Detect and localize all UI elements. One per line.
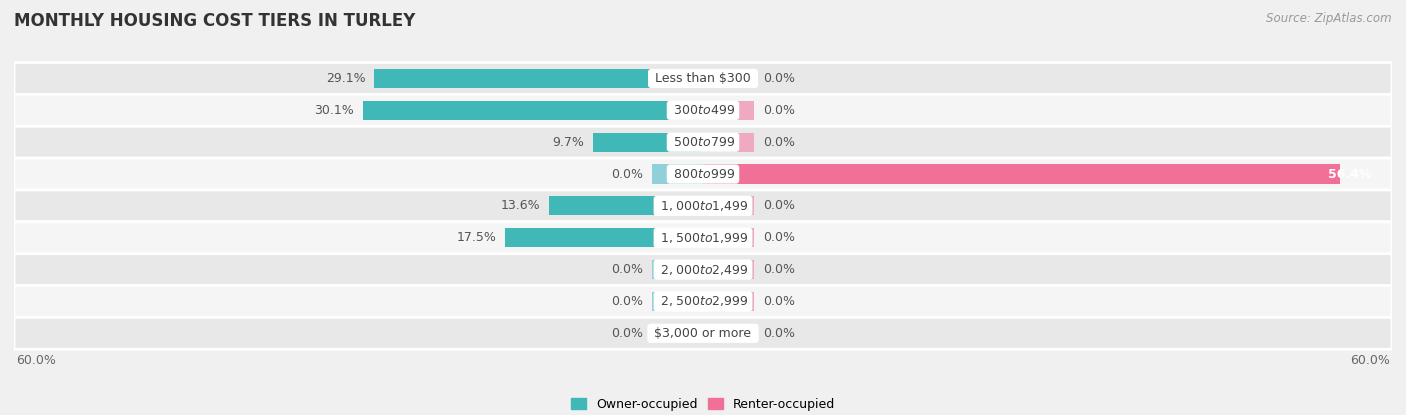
Bar: [652, 324, 703, 343]
Text: $800 to $999: $800 to $999: [669, 168, 737, 181]
Text: $1,500 to $1,999: $1,500 to $1,999: [657, 231, 749, 245]
Text: 17.5%: 17.5%: [457, 231, 496, 244]
Text: 60.0%: 60.0%: [17, 354, 56, 367]
Text: Source: ZipAtlas.com: Source: ZipAtlas.com: [1267, 12, 1392, 25]
Bar: [652, 260, 703, 279]
Bar: [703, 292, 754, 311]
Bar: [703, 133, 754, 152]
Text: 0.0%: 0.0%: [612, 295, 643, 308]
Text: 0.0%: 0.0%: [763, 231, 794, 244]
Bar: [703, 164, 1340, 183]
Bar: [703, 69, 754, 88]
Text: 0.0%: 0.0%: [763, 136, 794, 149]
Text: 0.0%: 0.0%: [763, 327, 794, 340]
Text: 0.0%: 0.0%: [612, 327, 643, 340]
Text: $3,000 or more: $3,000 or more: [651, 327, 755, 340]
Text: 0.0%: 0.0%: [763, 199, 794, 212]
Bar: [593, 133, 703, 152]
Text: $300 to $499: $300 to $499: [669, 104, 737, 117]
FancyBboxPatch shape: [14, 94, 1392, 126]
Text: Less than $300: Less than $300: [651, 72, 755, 85]
Text: 29.1%: 29.1%: [326, 72, 366, 85]
Text: 0.0%: 0.0%: [763, 104, 794, 117]
Bar: [374, 69, 703, 88]
Text: 0.0%: 0.0%: [763, 72, 794, 85]
Text: 0.0%: 0.0%: [612, 168, 643, 181]
Bar: [363, 101, 703, 120]
Bar: [703, 260, 754, 279]
Text: $2,500 to $2,999: $2,500 to $2,999: [657, 295, 749, 308]
Text: 0.0%: 0.0%: [612, 263, 643, 276]
FancyBboxPatch shape: [14, 190, 1392, 222]
Text: 30.1%: 30.1%: [315, 104, 354, 117]
Bar: [550, 196, 703, 215]
Text: MONTHLY HOUSING COST TIERS IN TURLEY: MONTHLY HOUSING COST TIERS IN TURLEY: [14, 12, 415, 30]
Text: 13.6%: 13.6%: [501, 199, 540, 212]
Text: 0.0%: 0.0%: [763, 295, 794, 308]
Legend: Owner-occupied, Renter-occupied: Owner-occupied, Renter-occupied: [567, 393, 839, 415]
Text: $1,000 to $1,499: $1,000 to $1,499: [657, 199, 749, 213]
Text: 0.0%: 0.0%: [763, 263, 794, 276]
FancyBboxPatch shape: [14, 158, 1392, 190]
Text: $2,000 to $2,499: $2,000 to $2,499: [657, 263, 749, 277]
FancyBboxPatch shape: [14, 126, 1392, 158]
Bar: [703, 324, 754, 343]
Bar: [703, 196, 754, 215]
FancyBboxPatch shape: [14, 222, 1392, 254]
Bar: [703, 101, 754, 120]
Text: 9.7%: 9.7%: [553, 136, 585, 149]
FancyBboxPatch shape: [14, 317, 1392, 349]
Bar: [703, 228, 754, 247]
FancyBboxPatch shape: [14, 63, 1392, 94]
Text: 60.0%: 60.0%: [1350, 354, 1389, 367]
Bar: [652, 164, 703, 183]
Bar: [505, 228, 703, 247]
Text: 56.4%: 56.4%: [1329, 168, 1372, 181]
Bar: [652, 292, 703, 311]
FancyBboxPatch shape: [14, 254, 1392, 286]
Text: $500 to $799: $500 to $799: [669, 136, 737, 149]
FancyBboxPatch shape: [14, 286, 1392, 317]
